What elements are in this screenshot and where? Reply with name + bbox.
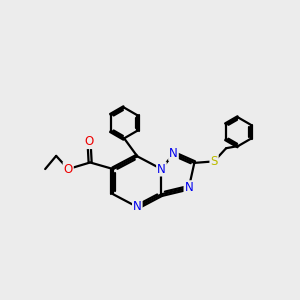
Text: S: S <box>210 155 218 168</box>
Text: O: O <box>64 163 73 176</box>
Text: N: N <box>169 147 178 160</box>
Text: N: N <box>133 200 142 214</box>
Text: N: N <box>157 163 166 176</box>
Text: O: O <box>84 135 94 148</box>
Text: N: N <box>184 181 193 194</box>
